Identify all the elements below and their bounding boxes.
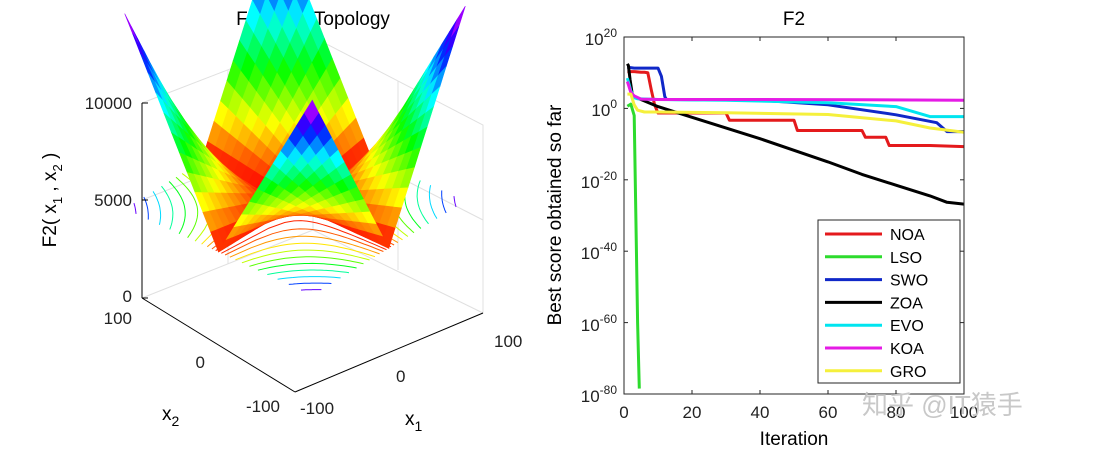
y-tick-label: 10-60	[581, 312, 618, 335]
x1-tick-label: 100	[494, 332, 522, 351]
x1-axis-label: x1	[405, 409, 423, 434]
y-tick-label: 10-80	[581, 383, 618, 406]
contour-line	[257, 262, 357, 271]
contour-line	[235, 242, 376, 261]
contour-line	[161, 185, 174, 230]
contour-line	[249, 256, 364, 267]
legend-box	[817, 219, 961, 384]
surface-plot: Function Topology 10000 5000 0 F2(	[40, 0, 522, 434]
contour-line	[152, 191, 162, 225]
z-axis-label: F2( x1 , x2 )	[40, 153, 65, 248]
x-tick-label: 20	[683, 403, 702, 422]
y-tick-labels: 1020 100 10-20 10-40 10-60 10-80	[581, 26, 618, 406]
legend-items: NOA LSO SWO ZOA EVO KOA GRO	[825, 227, 928, 381]
z-tick-label: 0	[123, 287, 132, 306]
contour-line	[229, 235, 380, 258]
contour-line	[428, 185, 438, 219]
series-lines	[625, 63, 964, 389]
x2-tick-label: 100	[104, 309, 132, 328]
contour-line	[224, 228, 384, 256]
legend-label-swo: SWO	[890, 273, 928, 290]
surface-patch	[124, 13, 140, 45]
x1-tick-label: 0	[396, 367, 405, 386]
y-tick-label: 10-40	[581, 240, 618, 263]
convergence-plot: F2 1020 100 10-20 10-40 10-60 10-80 0 20…	[545, 9, 978, 450]
contour-line	[453, 196, 457, 208]
contour-line	[416, 180, 429, 225]
y-axis-label: Best score obtained so far	[545, 104, 566, 325]
contour-line	[175, 176, 199, 238]
x-tick-label: 80	[887, 403, 906, 422]
legend-label-zoa: ZOA	[890, 295, 923, 312]
x-tick-label: 100	[950, 403, 978, 422]
x1-axis: -100 0 100 x1	[300, 332, 522, 434]
x2-tick-label: 0	[196, 353, 205, 372]
legend-label-evo: EVO	[890, 318, 924, 335]
convergence-title: F2	[783, 9, 805, 30]
legend-label-gro: GRO	[890, 364, 926, 381]
contour-line	[441, 190, 447, 214]
legend-label-lso: LSO	[890, 250, 922, 267]
surface-mesh	[124, 0, 466, 253]
x-axis-label: Iteration	[760, 429, 829, 450]
contour-line	[168, 181, 186, 235]
contour-line	[277, 276, 341, 280]
legend-label-koa: KOA	[890, 341, 924, 358]
series-line-zoa	[626, 63, 964, 206]
contour-line	[241, 249, 370, 264]
contour-line	[221, 220, 387, 254]
series-line-gro	[627, 92, 964, 134]
x-tick-label: 60	[819, 403, 838, 422]
series-line-lso	[626, 102, 641, 389]
x1-tick-label: -100	[300, 399, 334, 418]
plot-frame	[623, 36, 965, 395]
legend-label-noa: NOA	[890, 227, 925, 244]
contour-line	[267, 269, 350, 275]
z-axis: 10000 5000 0 F2( x1 , x2 )	[40, 94, 148, 306]
z-tick-label: 10000	[85, 94, 132, 113]
x2-axis: 100 0 -100 x2	[104, 309, 280, 429]
contour-line	[300, 289, 322, 291]
y-tick-label: 100	[591, 97, 617, 120]
surface-patch	[304, 99, 319, 125]
contour-line	[133, 202, 137, 214]
y-tick-label: 1020	[585, 26, 618, 49]
x-tick-labels: 0 20 40 60 80 100	[619, 403, 978, 422]
contour-line	[288, 282, 332, 285]
legend: NOA LSO SWO ZOA EVO KOA GRO	[817, 219, 961, 384]
x-tick-label: 40	[751, 403, 770, 422]
x-tick-label: 0	[619, 403, 628, 422]
surface-patch	[450, 6, 466, 38]
y-tick-label: 10-20	[581, 169, 618, 192]
watermark: 知乎 @IT猿手	[862, 390, 1023, 420]
surface-patch	[132, 33, 148, 64]
z-tick-label: 5000	[94, 191, 132, 210]
x2-tick-label: -100	[246, 397, 280, 416]
x2-axis-label: x2	[162, 404, 180, 429]
